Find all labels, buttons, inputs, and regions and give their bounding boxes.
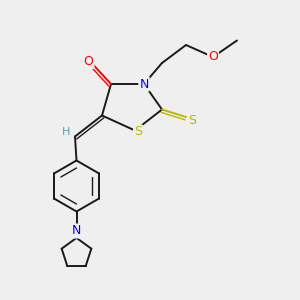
Text: S: S — [188, 113, 196, 127]
Text: O: O — [84, 55, 93, 68]
Text: H: H — [62, 127, 70, 137]
Text: O: O — [208, 50, 218, 64]
Text: N: N — [72, 224, 81, 238]
Text: N: N — [139, 77, 149, 91]
Text: S: S — [134, 125, 142, 139]
